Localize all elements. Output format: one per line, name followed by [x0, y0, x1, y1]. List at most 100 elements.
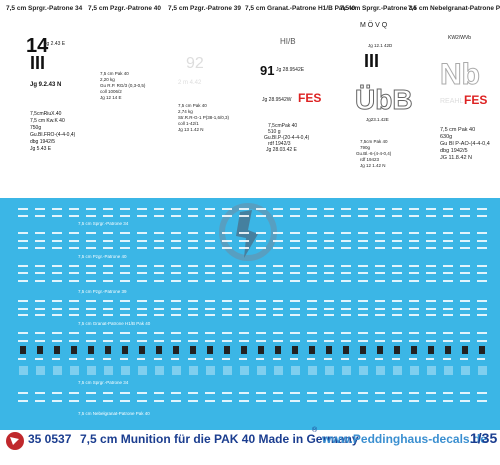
small-decal [173, 346, 179, 354]
marking-text: III [364, 51, 380, 71]
small-decal [477, 215, 487, 217]
small-decal [341, 215, 351, 217]
small-decal [443, 280, 453, 282]
small-decal [86, 308, 96, 310]
small-decal [69, 272, 79, 274]
marking-text: Jg 2.43 E [44, 41, 66, 47]
small-decal [477, 332, 487, 334]
small-decal [18, 300, 28, 302]
small-decal [426, 400, 436, 402]
small-decal [324, 208, 334, 210]
small-decal [35, 392, 45, 394]
marking-text: HI/B [280, 37, 296, 46]
small-decal [239, 340, 249, 342]
small-decal [154, 300, 164, 302]
small-decal [35, 332, 45, 334]
small-decal [239, 272, 249, 274]
small-decal [358, 300, 368, 302]
small-decal [460, 358, 468, 360]
small-decal [137, 265, 147, 267]
small-decal [443, 215, 453, 217]
small-decal [188, 247, 198, 249]
small-decal [103, 280, 113, 282]
small-decal [69, 332, 79, 334]
small-decal [273, 215, 283, 217]
small-decal [171, 400, 181, 402]
small-decal [375, 392, 385, 394]
small-decal [239, 308, 249, 310]
scale: 1/35 [470, 430, 498, 446]
small-decal [222, 215, 232, 217]
small-decal [189, 366, 198, 375]
small-decal [171, 247, 181, 249]
small-decal [256, 272, 266, 274]
small-decal [18, 240, 28, 242]
small-decal [273, 332, 283, 334]
small-decal [239, 358, 247, 360]
small-decal [171, 332, 181, 334]
small-decal [460, 400, 470, 402]
small-decal [273, 240, 283, 242]
small-decal [409, 208, 419, 210]
small-decal [460, 247, 470, 249]
small-decal [86, 272, 96, 274]
small-decal [137, 208, 147, 210]
small-decal [52, 265, 62, 267]
small-decal [409, 240, 419, 242]
small-decal [477, 400, 487, 402]
small-decal [256, 208, 266, 210]
marking-text: Nb [440, 58, 481, 91]
small-decal [137, 272, 147, 274]
marking-text: 7,5cmRiuX.40 [30, 111, 62, 117]
small-decal [171, 240, 181, 242]
small-decal [171, 232, 181, 234]
small-decal [324, 280, 334, 282]
small-decal [18, 314, 28, 316]
small-decal [35, 265, 45, 267]
small-decal [69, 314, 79, 316]
small-decal [222, 358, 230, 360]
small-decal [154, 358, 162, 360]
small-decal [171, 314, 181, 316]
small-decal [188, 232, 198, 234]
marking-text: coll 1006/2 [100, 89, 122, 94]
small-decal [52, 308, 62, 310]
small-decal [341, 300, 351, 302]
small-decal [171, 215, 181, 217]
small-decal [375, 215, 385, 217]
small-decal [324, 232, 334, 234]
marking-text: coll 1-42/1 [178, 121, 199, 126]
small-decal [35, 232, 45, 234]
small-decal [18, 332, 28, 334]
column-header: 7,5 cm Sprgr.-Patrone 34 [6, 5, 83, 12]
small-decal [188, 340, 198, 342]
small-decal [154, 332, 164, 334]
small-decal [256, 392, 266, 394]
registered: ® [312, 427, 318, 434]
small-decal [239, 300, 249, 302]
small-decal [392, 272, 402, 274]
small-decal [358, 265, 368, 267]
small-decal [460, 340, 470, 342]
small-decal [86, 400, 96, 402]
small-decal [205, 272, 215, 274]
marking-text: 7,5 cm Kw.K 40 [30, 118, 65, 124]
small-decal [86, 300, 96, 302]
small-decal [35, 300, 45, 302]
small-decal [375, 332, 385, 334]
small-decal [409, 272, 419, 274]
small-decal [35, 280, 45, 282]
small-decal [341, 232, 351, 234]
small-decal [52, 392, 62, 394]
small-decal [358, 332, 368, 334]
small-decal [256, 340, 266, 342]
small-decal [324, 308, 334, 310]
small-decal [222, 314, 232, 316]
small-decal [222, 272, 232, 274]
marking-text: 14 [26, 35, 49, 57]
marking-text: Jg 5.43 E [30, 146, 52, 152]
small-decal [409, 340, 419, 342]
small-decal [307, 332, 317, 334]
small-decal [426, 215, 436, 217]
small-decal [426, 240, 436, 242]
